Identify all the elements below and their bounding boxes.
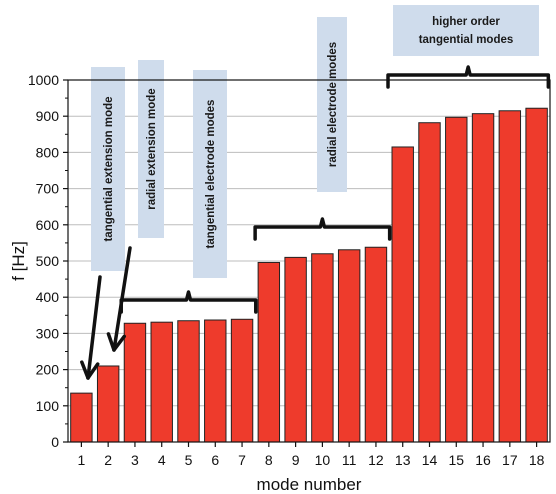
y-axis-title: f [Hz] [9, 241, 28, 281]
label-tangential-extension-text: tangential extension mode [103, 96, 115, 241]
bar [445, 116, 468, 443]
bar [123, 322, 147, 443]
label-higher-order-text: higher order [432, 16, 500, 28]
x-tick-label: 8 [265, 452, 273, 468]
x-tick-label: 13 [395, 452, 411, 468]
x-tick-label: 3 [131, 452, 139, 468]
x-tick-label: 14 [422, 452, 438, 468]
y-tick-label: 200 [36, 362, 60, 378]
x-tick-label: 2 [104, 452, 112, 468]
x-tick-label: 18 [529, 452, 545, 468]
label-higher-order-text: tangential modes [419, 34, 514, 46]
x-tick-label: 9 [292, 452, 300, 468]
x-tick-label: 6 [211, 452, 219, 468]
x-tick-label: 10 [315, 452, 331, 468]
x-axis: 1 2 3 4 5 6 7 8 9 10 11 12 13 14 15 16 17 18 [77, 442, 545, 468]
bar [96, 365, 120, 443]
x-axis-title: mode number [257, 475, 362, 494]
bar [364, 246, 388, 443]
label-tangential-electrode-box [193, 70, 227, 278]
bar [498, 110, 522, 443]
y-tick-label: 400 [36, 289, 60, 305]
label-tangential-extension-box [91, 67, 125, 271]
bar [471, 113, 495, 443]
y-axis: 0 100 200 300 400 500 600 700 800 900 1000 [28, 72, 68, 450]
bar [337, 249, 361, 443]
y-tick-label: 800 [36, 144, 60, 160]
label-radial-electrode-box [317, 17, 347, 192]
label-higher-order-box [393, 5, 539, 56]
y-tick-label: 300 [36, 325, 60, 341]
label-radial-extension-text: radial extension mode [146, 88, 158, 209]
x-tick-label: 16 [475, 452, 491, 468]
x-tick-label: 1 [77, 452, 85, 468]
label-radial-extension-box [138, 60, 164, 238]
label-radial-electrode-text: radial electrode modes [327, 42, 339, 167]
bar [150, 321, 173, 443]
y-tick-label: 900 [36, 108, 60, 124]
bar [177, 320, 200, 443]
x-tick-label: 4 [158, 452, 166, 468]
y-tick-label: 700 [36, 181, 60, 197]
y-tick-label: 500 [36, 253, 60, 269]
annotations: tangential extension mode radial extensio… [80, 5, 551, 380]
arrow-tangential-extension-head [80, 360, 100, 380]
arrow-radial-extension-head [106, 332, 126, 352]
brace-radial-electrode [253, 217, 392, 241]
y-tick-label: 100 [36, 398, 60, 414]
bar [311, 253, 334, 443]
bar [525, 107, 548, 443]
bar [70, 392, 93, 443]
label-tangential-electrode-text: tangential electrode modes [205, 100, 217, 249]
bar [257, 261, 281, 443]
bar [230, 318, 254, 443]
brace-tangential-electrode [119, 290, 258, 314]
bar [204, 319, 227, 443]
y-tick-label: 600 [36, 217, 60, 233]
arrow-tangential-extension [86, 275, 102, 380]
x-tick-label: 17 [502, 452, 518, 468]
x-tick-label: 12 [368, 452, 384, 468]
brace-higher-order [386, 65, 551, 89]
bar [418, 122, 441, 443]
bar [391, 146, 414, 443]
y-tick-label: 1000 [28, 72, 59, 88]
x-tick-label: 15 [448, 452, 464, 468]
bar [284, 256, 307, 443]
x-tick-label: 5 [185, 452, 193, 468]
x-tick-label: 11 [342, 452, 357, 468]
y-tick-label: 0 [51, 434, 59, 450]
x-tick-label: 7 [238, 452, 246, 468]
